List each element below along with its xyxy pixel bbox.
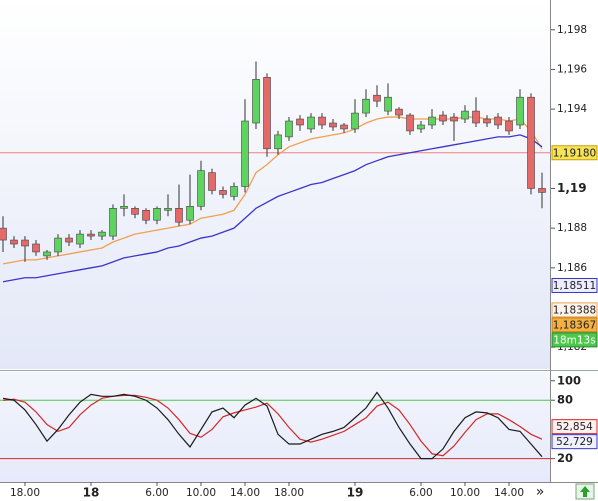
candle-body (296, 118, 304, 126)
candle-body (252, 79, 260, 124)
candle-body (131, 208, 139, 215)
candle-body (329, 122, 337, 128)
candle-body (241, 120, 249, 187)
candle-body (384, 96, 392, 112)
candle-body (516, 96, 524, 126)
price-box-label: 52,729 (556, 436, 593, 448)
candle-body (186, 206, 194, 221)
candle-body (439, 114, 447, 122)
oscillator-line (2, 394, 543, 457)
candle-body (76, 233, 84, 245)
candle-body (65, 237, 73, 243)
x-tick-label: 18.00 (274, 487, 304, 499)
x-tick-label: 10.00 (186, 487, 216, 499)
countdown-box (551, 332, 598, 348)
price-box (551, 317, 598, 333)
candle-body (197, 170, 205, 207)
candle-body (351, 112, 359, 130)
icon-arrow[interactable] (580, 486, 590, 497)
candle-body (98, 231, 106, 237)
price-box (551, 434, 598, 450)
candle-body (505, 120, 513, 132)
candle-body (0, 227, 7, 241)
candle-body (395, 108, 403, 116)
candle-body (373, 94, 381, 102)
candle-body (406, 114, 414, 132)
scroll-button[interactable]: » (536, 484, 545, 500)
y-tick-label: 1,194 (557, 103, 587, 115)
candle-body (340, 124, 348, 130)
price-box (551, 302, 598, 318)
candle-body (428, 116, 436, 126)
candle-body (230, 186, 238, 197)
candle-body (307, 116, 315, 130)
candle-body (417, 124, 425, 130)
price-box-label: 1,19180 (553, 147, 596, 159)
y-tick-label: 1,196 (557, 63, 587, 75)
y-tick-label: 1,186 (557, 262, 587, 274)
price-box-label: 1,18388 (553, 304, 596, 316)
x-tick-label: 19 (347, 486, 364, 500)
candle-body (263, 77, 271, 150)
candle-body (208, 172, 216, 191)
oscillator-line (2, 391, 543, 460)
y-tick-label: 100 (557, 373, 581, 387)
candle-body (54, 237, 62, 253)
price-box (551, 277, 598, 293)
price-box (551, 419, 598, 435)
candle-body (483, 118, 491, 124)
candle-body (87, 233, 95, 237)
y-tick-label: 20 (557, 451, 573, 465)
plot-layer: 1,1981,1961,1941,191,1881,1861,18218.001… (0, 24, 598, 500)
x-tick-label: 6.00 (145, 487, 168, 499)
candle-body (10, 239, 18, 245)
moving-average (2, 134, 543, 283)
x-tick-label: 6.00 (409, 487, 432, 499)
candle-body (120, 206, 128, 209)
candle-body (450, 116, 458, 122)
candle-body (164, 208, 172, 211)
x-tick-label: 18.00 (10, 487, 40, 499)
candle-body (175, 208, 183, 223)
candle-body (153, 208, 161, 221)
candle-body (285, 120, 293, 138)
candle-body (362, 98, 370, 114)
candle-body (32, 243, 40, 253)
y-tick-label: 80 (557, 393, 573, 407)
price-box-label: 1,18367 (553, 319, 596, 331)
y-tick-label: 1,198 (557, 24, 587, 36)
candle-body (43, 251, 51, 257)
candle-body (21, 239, 29, 247)
x-tick-label: 14.00 (230, 487, 260, 499)
x-tick-label: 10.00 (450, 487, 480, 499)
candle-body (142, 209, 150, 221)
x-tick-label: 14.00 (494, 487, 524, 499)
y-tick-label: 1,19 (557, 181, 587, 195)
candle-body (472, 110, 480, 124)
candle-body (461, 110, 469, 120)
settings-icon[interactable] (575, 483, 595, 500)
candle-body (109, 208, 117, 237)
main-panel (0, 0, 550, 369)
countdown-label: 18m13s (553, 334, 595, 346)
price-box (551, 145, 598, 161)
price-box-label: 1,18511 (553, 280, 596, 292)
candle-body (538, 188, 546, 193)
x-tick-label: 18 (83, 486, 100, 500)
price-box-label: 52,854 (556, 421, 593, 433)
candle-body (219, 190, 227, 195)
candle-body (527, 96, 535, 189)
candle-body (274, 134, 282, 150)
candle-body (494, 116, 502, 126)
candle-body (318, 116, 326, 126)
y-tick-label: 1,188 (557, 222, 587, 234)
